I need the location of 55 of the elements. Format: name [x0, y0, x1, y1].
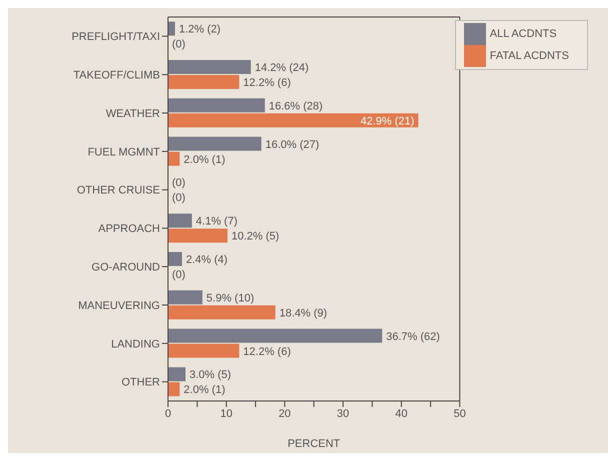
y-tick-label: OTHER CRUISE [76, 184, 160, 197]
x-tick-label: 40 [395, 408, 408, 420]
data-label: 12.2% (6) [243, 346, 291, 358]
bar [168, 152, 180, 166]
data-label: 5.9% (10) [206, 292, 254, 304]
y-tick-label: GO-AROUND [92, 262, 160, 274]
y-tick-label: APPROACH [98, 223, 160, 236]
data-label: 2.0% (1) [184, 154, 226, 166]
data-label: 14.2% (24) [254, 62, 309, 74]
data-label: 36.7% (62) [386, 330, 440, 343]
x-tick-label: 0 [164, 408, 172, 420]
bar [168, 252, 182, 266]
bar [168, 60, 251, 74]
data-label: 3.0% (5) [190, 369, 232, 382]
data-label: 42.9% (21) [360, 115, 414, 128]
data-label: 16.6% (28) [268, 100, 323, 112]
x-tick-label: 30 [336, 408, 350, 420]
data-label: 2.4% (4) [186, 254, 228, 266]
data-label: 18.4% (9) [279, 307, 328, 320]
y-tick-label: PREFLIGHT/TAXI [72, 31, 160, 44]
bar [168, 382, 180, 396]
bar [168, 305, 276, 320]
data-label: 4.1% (7) [196, 216, 238, 228]
bar [168, 290, 202, 304]
bar [168, 228, 228, 243]
data-label: (0) [172, 269, 186, 282]
y-tick-label: TAKEOFF/CLIMB [73, 70, 160, 82]
bar [168, 344, 240, 358]
x-tick-label: 20 [278, 408, 291, 420]
data-label: 12.2% (6) [243, 77, 291, 90]
y-tick-label: LANDING [111, 338, 160, 350]
bar [168, 22, 175, 36]
bar [168, 113, 418, 128]
legend-label: ALL ACDNTS [490, 28, 557, 40]
data-label: 2.0% (1) [184, 384, 226, 396]
y-tick-label: OTHER [122, 376, 160, 389]
x-axis-title: PERCENT [288, 438, 340, 450]
legend-label: FATAL ACDNTS [490, 50, 569, 62]
y-tick-label: FUEL MGMNT [88, 146, 160, 158]
data-label: 1.2% (2) [179, 24, 221, 36]
bar [168, 328, 382, 343]
data-label: (0) [172, 38, 186, 51]
bar [168, 214, 192, 228]
y-tick-label: WEATHER [106, 108, 160, 120]
data-label: (0) [172, 192, 186, 204]
data-label: (0) [172, 177, 186, 190]
bar [168, 75, 240, 90]
data-label: 10.2% (5) [232, 230, 280, 243]
bar [168, 98, 265, 112]
bar [168, 367, 186, 382]
x-tick-label: 10 [220, 408, 232, 420]
y-tick-label: MANEUVERING [78, 300, 160, 312]
x-tick-label: 50 [454, 408, 466, 420]
data-label: 16.0% (27) [265, 138, 320, 151]
bar [168, 136, 262, 151]
